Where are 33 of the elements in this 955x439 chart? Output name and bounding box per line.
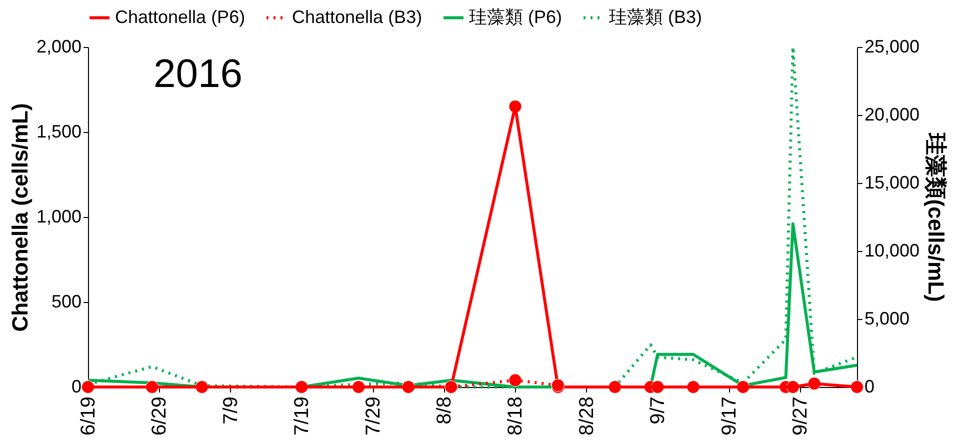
y2-tick-label: 0 [864, 376, 875, 396]
x-tick-label: 7/9 [220, 396, 242, 424]
y-tick-label: 500 [51, 292, 82, 312]
point [444, 380, 458, 394]
y2-tick-label: 5,000 [864, 308, 910, 328]
legend-label: 珪藻類 (P6) [469, 6, 562, 27]
y-tick-label: 0 [71, 376, 82, 396]
y2-tick-label: 15,000 [864, 172, 920, 192]
x-tick-label: 7/19 [291, 396, 314, 436]
y2-tick-label: 20,000 [864, 104, 920, 124]
legend-label: Chattonella (P6) [115, 6, 246, 27]
legend-label: 珪藻類 (B3) [609, 6, 702, 27]
y2-tick-label: 10,000 [864, 240, 920, 260]
point [81, 380, 95, 394]
x-tick-label: 9/7 [647, 396, 670, 424]
annotation: 2016 [154, 52, 242, 96]
point [508, 374, 522, 387]
x-tick-label: 6/29 [148, 396, 171, 436]
legend-label: Chattonella (B3) [292, 6, 422, 27]
y2-axis-title: 珪藻類(cells/mL) [924, 132, 949, 302]
x-tick-label: 8/28 [576, 396, 598, 436]
y-tick-label: 1,500 [36, 122, 82, 142]
y-axis-title: Chattonella (cells/mL) [7, 103, 32, 332]
point [850, 380, 864, 394]
x-tick-label: 7/29 [362, 396, 384, 436]
x-tick-label: 8/18 [504, 396, 527, 436]
y-tick-label: 1,000 [36, 206, 82, 226]
x-tick-label: 9/17 [718, 396, 740, 436]
y2-tick-label: 25,000 [864, 36, 920, 56]
x-tick-label: 9/27 [790, 396, 812, 436]
x-tick-label: 8/8 [434, 396, 456, 424]
x-tick-label: 6/19 [78, 396, 100, 436]
y-tick-label: 2,000 [36, 36, 82, 56]
